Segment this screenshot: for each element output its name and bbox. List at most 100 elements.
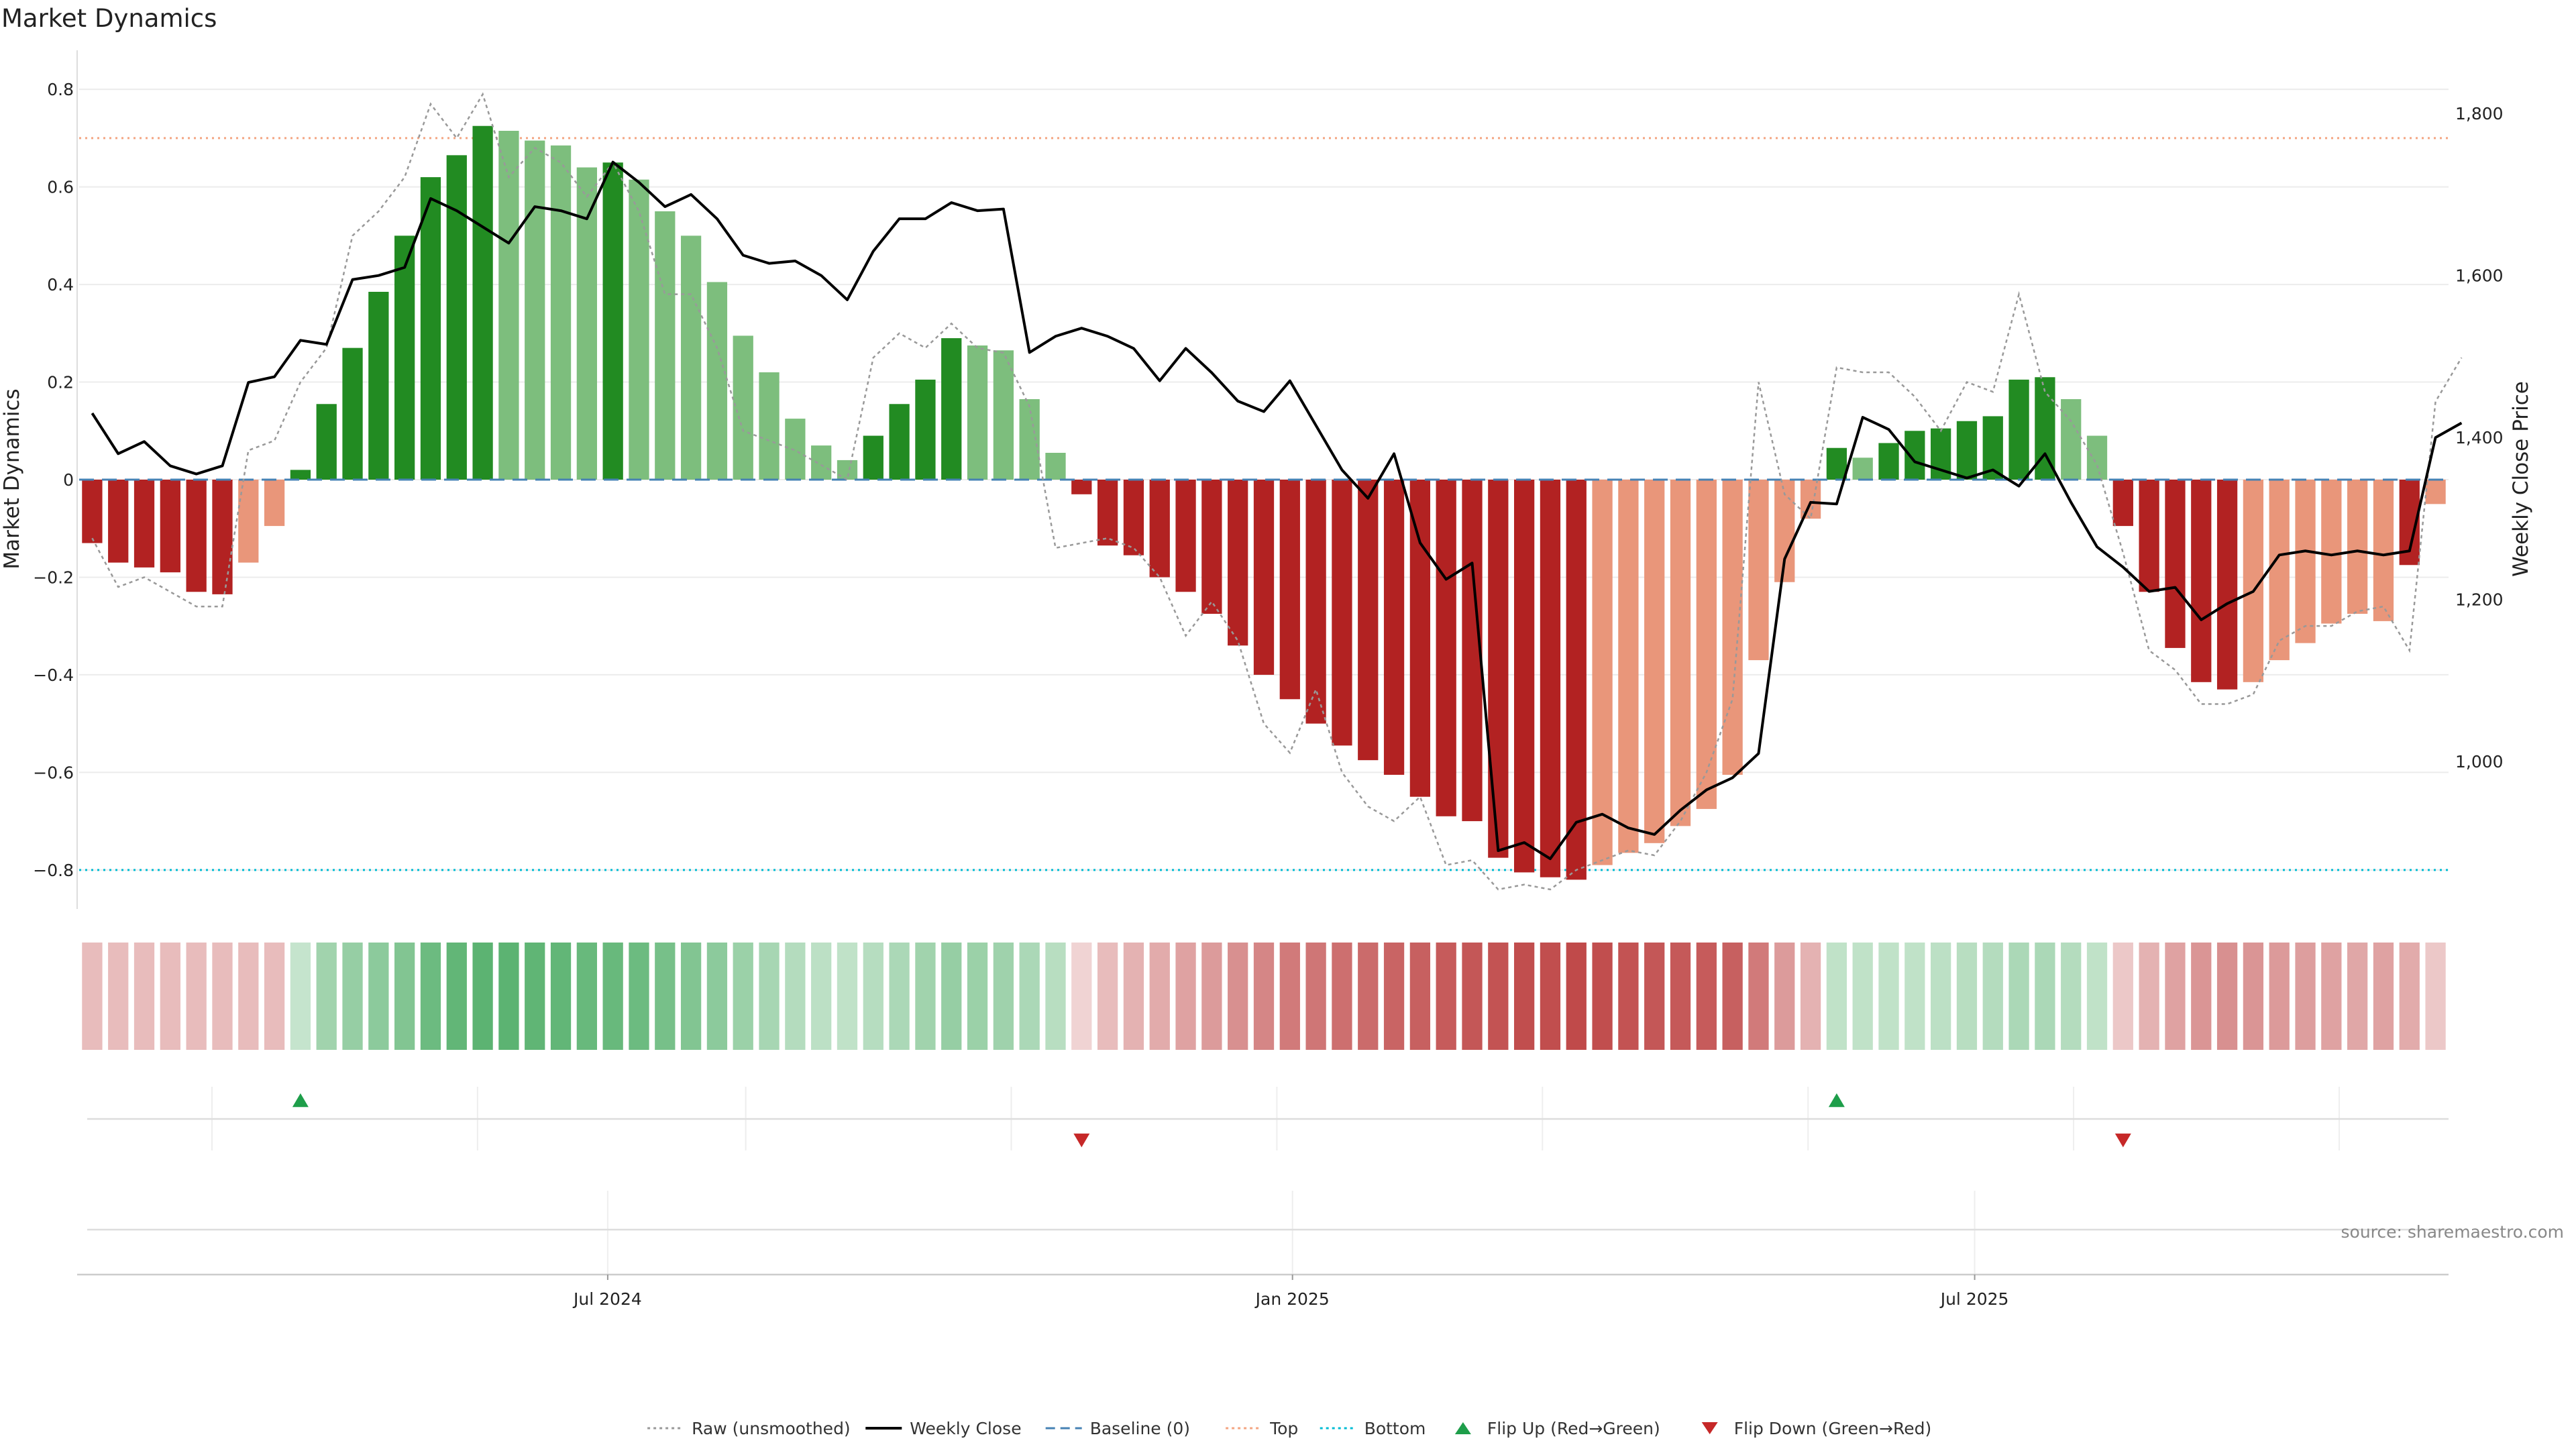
bar — [2295, 480, 2316, 643]
heat-cell — [1201, 943, 1222, 1050]
heat-cell — [1045, 943, 1066, 1050]
bar — [368, 292, 389, 480]
bar — [498, 131, 519, 480]
heat-cell — [1097, 943, 1118, 1050]
chart-title: Market Dynamics — [1, 4, 217, 33]
bar — [2425, 480, 2446, 504]
bar — [759, 372, 780, 480]
legend-item: Flip Up (Red→Green) — [1454, 1419, 1660, 1438]
bar — [1409, 480, 1431, 797]
heat-cell — [420, 943, 441, 1050]
heat-cell — [1774, 943, 1795, 1050]
bar — [1722, 480, 1743, 775]
bar — [2061, 399, 2082, 480]
bar — [2191, 480, 2212, 682]
bar — [2321, 480, 2342, 624]
bar — [1956, 421, 1978, 480]
heat-cell — [655, 943, 676, 1050]
bar — [1618, 480, 1639, 853]
bar — [1566, 480, 1587, 880]
bar — [576, 167, 597, 480]
heat-cell — [1462, 943, 1483, 1050]
bar — [1071, 480, 1092, 494]
heat-cell — [238, 943, 259, 1050]
bar — [706, 282, 728, 480]
y2-tick-label: 1,600 — [2455, 266, 2504, 286]
heat-cell — [1566, 943, 1587, 1050]
heat-cell — [1383, 943, 1405, 1050]
heat-cell — [2086, 943, 2108, 1050]
heat-cell — [785, 943, 806, 1050]
legend-item: Top — [1226, 1419, 1298, 1438]
bar — [2112, 480, 2133, 527]
heat-cell — [550, 943, 572, 1050]
bar — [993, 350, 1014, 480]
legend-label: Flip Up (Red→Green) — [1487, 1419, 1660, 1438]
bar — [1644, 480, 1665, 843]
bar — [2008, 379, 2029, 480]
heat-cell — [733, 943, 753, 1050]
heat-cell — [837, 943, 858, 1050]
heat-cell — [472, 943, 493, 1050]
heat-cell — [1436, 943, 1456, 1050]
bar — [1305, 480, 1326, 724]
bar — [1436, 480, 1456, 816]
heat-cell — [889, 943, 910, 1050]
heat-cell — [2321, 943, 2342, 1050]
bar — [1826, 447, 1847, 480]
bar — [342, 347, 363, 480]
heat-cell — [212, 943, 233, 1050]
y-tick-label: −0.6 — [33, 763, 74, 782]
bar — [1592, 480, 1613, 865]
heat-cell — [1071, 943, 1092, 1050]
bar — [785, 419, 806, 480]
heat-cell — [915, 943, 936, 1050]
heat-cell — [2035, 943, 2055, 1050]
y-tick-label: −0.2 — [33, 568, 74, 587]
heat-cell — [2112, 943, 2133, 1050]
bar — [1358, 480, 1379, 761]
heat-cell — [2373, 943, 2394, 1050]
heat-cell — [368, 943, 389, 1050]
heat-cell — [2139, 943, 2159, 1050]
heat-cell — [1253, 943, 1275, 1050]
heat-cell — [1592, 943, 1613, 1050]
bar — [1175, 480, 1196, 592]
heat-cell — [1722, 943, 1743, 1050]
bar — [655, 211, 676, 480]
heat-cell — [1358, 943, 1379, 1050]
heat-cell — [186, 943, 207, 1050]
heat-cell — [394, 943, 415, 1050]
bar — [472, 125, 493, 480]
heat-cell — [133, 943, 155, 1050]
heat-cell — [290, 943, 311, 1050]
bar — [290, 470, 311, 480]
x-tick-label: Jan 2025 — [1254, 1289, 1330, 1309]
heat-cell — [1670, 943, 1691, 1050]
bar — [1696, 480, 1717, 809]
bar — [602, 162, 623, 480]
heat-cell — [1878, 943, 1899, 1050]
heat-cell — [1852, 943, 1873, 1050]
heat-cell — [316, 943, 337, 1050]
bar — [889, 404, 910, 480]
heat-cell — [1228, 943, 1248, 1050]
bar — [967, 345, 988, 480]
heat-cell — [811, 943, 832, 1050]
heat-cell — [993, 943, 1014, 1050]
heat-cell — [1409, 943, 1431, 1050]
heat-cell — [264, 943, 285, 1050]
legend-item: Bottom — [1320, 1419, 1426, 1438]
flip-down-marker — [2114, 1133, 2131, 1148]
heat-cell — [1696, 943, 1717, 1050]
bar — [680, 235, 702, 480]
bar — [264, 480, 285, 527]
heat-cell — [1644, 943, 1665, 1050]
heat-cell — [1149, 943, 1170, 1050]
y2-tick-label: 1,000 — [2455, 752, 2504, 771]
heat-cell — [1513, 943, 1535, 1050]
legend-item: Weekly Close — [865, 1419, 1022, 1438]
bar — [1383, 480, 1405, 775]
heat-cell — [1279, 943, 1300, 1050]
heat-cell — [2399, 943, 2420, 1050]
